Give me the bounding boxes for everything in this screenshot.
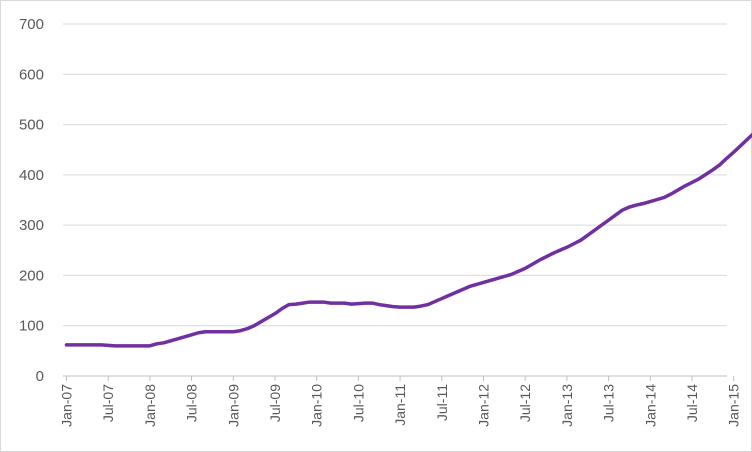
- y-tick-label: 500: [19, 117, 44, 134]
- y-tick-label: 200: [19, 267, 44, 284]
- y-tick-label: 600: [19, 66, 44, 83]
- x-tick-label: Jul-09: [267, 384, 283, 422]
- x-tick-label: Jul-13: [601, 384, 617, 422]
- series-layer: [64, 132, 752, 348]
- x-tick-label: Jul-11: [434, 384, 450, 421]
- y-tick-label: 100: [19, 318, 44, 335]
- x-tick-label: Jul-10: [350, 384, 366, 422]
- x-tick-label: Jan-13: [559, 384, 575, 427]
- x-tick-label: Jan-07: [58, 384, 74, 427]
- y-axis-ticks: 0 100 200 300 400 500 600 700: [19, 16, 44, 385]
- x-tick-label: Jul-07: [100, 384, 116, 422]
- x-tick-label: Jan-08: [142, 384, 158, 427]
- x-tick-label: Jan-12: [475, 384, 491, 427]
- y-tick-label: 300: [19, 217, 44, 234]
- x-tick-label: Jan-15: [726, 384, 742, 427]
- y-tick-label: 400: [19, 167, 44, 184]
- x-tick-label: Jul-12: [517, 384, 533, 422]
- x-tick-label: Jul-14: [684, 384, 700, 422]
- series-line: [64, 132, 752, 348]
- x-tick-label: Jan-14: [642, 384, 658, 427]
- y-tick-label: 700: [19, 16, 44, 33]
- x-tick-label: Jan-10: [309, 384, 325, 427]
- x-axis-ticks: Jan-07 Jul-07 Jan-08 Jul-08 Jan-09 Jul-09 Jan-…: [58, 376, 742, 427]
- gridlines: [63, 23, 727, 377]
- x-tick-label: Jan-09: [225, 384, 241, 427]
- y-tick-label: 0: [36, 368, 44, 385]
- x-tick-label: Jan-11: [392, 384, 408, 426]
- x-tick-label: Jul-08: [184, 384, 200, 422]
